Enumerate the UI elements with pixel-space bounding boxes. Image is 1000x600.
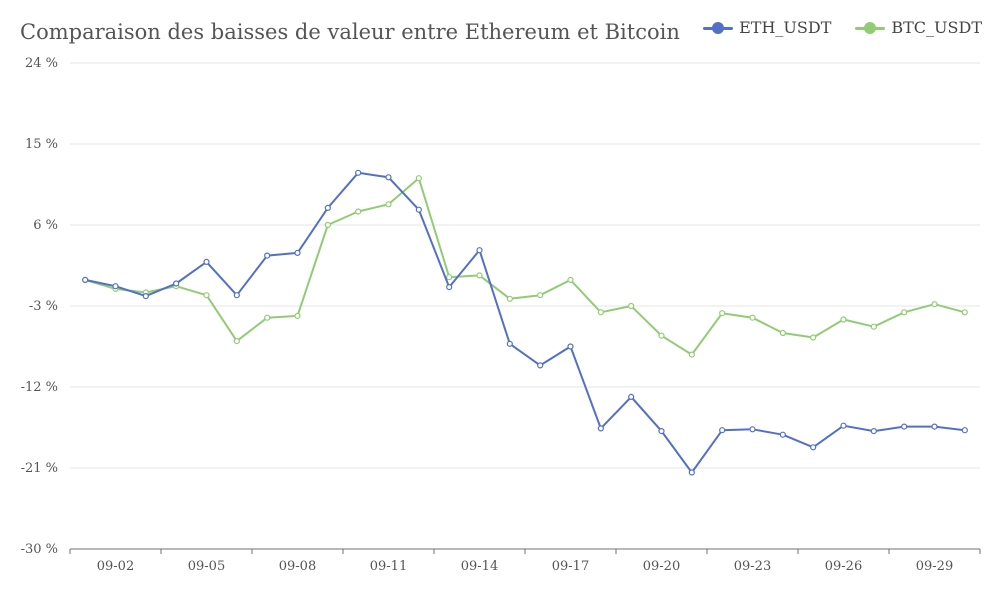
data-point-btc_usdt[interactable] bbox=[870, 323, 877, 330]
legend-swatch-btc bbox=[855, 21, 886, 35]
x-tick-label: 09-26 bbox=[825, 559, 862, 574]
data-point-eth_usdt[interactable] bbox=[810, 444, 817, 451]
data-point-btc_usdt[interactable] bbox=[628, 302, 635, 310]
y-tick-label: -21 % bbox=[21, 461, 58, 476]
x-tick-label: 09-14 bbox=[461, 559, 498, 574]
y-axis: -30 % -21 % -12 % -3 % 6 % 15 % 24 % bbox=[21, 56, 58, 557]
data-point-eth_usdt[interactable] bbox=[901, 423, 908, 430]
data-point-eth_usdt[interactable] bbox=[415, 206, 422, 213]
data-point-eth_usdt[interactable] bbox=[870, 428, 877, 435]
x-tick-label: 09-08 bbox=[279, 559, 316, 574]
series-line-btc_usdt[interactable] bbox=[84, 177, 966, 356]
x-tick-label: 09-23 bbox=[734, 559, 771, 574]
legend-label-btc: BTC_USDT bbox=[891, 18, 982, 37]
data-point-eth_usdt[interactable] bbox=[233, 292, 240, 299]
data-point-btc_usdt[interactable] bbox=[264, 314, 271, 321]
data-point-btc_usdt[interactable] bbox=[688, 351, 695, 358]
data-point-eth_usdt[interactable] bbox=[506, 340, 513, 347]
data-point-btc_usdt[interactable] bbox=[476, 272, 483, 279]
data-point-eth_usdt[interactable] bbox=[749, 426, 756, 433]
data-point-eth_usdt[interactable] bbox=[961, 427, 968, 434]
y-tick-label: 24 % bbox=[25, 56, 58, 71]
y-tick-label: 6 % bbox=[33, 218, 58, 233]
data-point-eth_usdt[interactable] bbox=[931, 423, 938, 430]
data-point-btc_usdt[interactable] bbox=[597, 309, 604, 316]
x-axis: 09-02 09-05 09-08 09-11 09-14 09-17 09-20 09-23… bbox=[69, 548, 981, 574]
data-point-eth_usdt[interactable] bbox=[719, 427, 726, 434]
data-point-btc_usdt[interactable] bbox=[567, 276, 574, 283]
data-point-btc_usdt[interactable] bbox=[810, 334, 817, 341]
legend-item-eth[interactable]: ETH_USDT bbox=[703, 18, 831, 37]
data-point-btc_usdt[interactable] bbox=[931, 301, 938, 308]
data-point-btc_usdt[interactable] bbox=[233, 338, 240, 345]
data-point-eth_usdt[interactable] bbox=[264, 252, 271, 259]
data-point-btc_usdt[interactable] bbox=[355, 208, 362, 215]
data-point-eth_usdt[interactable] bbox=[537, 362, 544, 369]
x-tick-label: 09-05 bbox=[188, 559, 225, 574]
data-point-eth_usdt[interactable] bbox=[567, 343, 574, 350]
data-point-eth_usdt[interactable] bbox=[597, 425, 604, 432]
legend-label-eth: ETH_USDT bbox=[739, 18, 832, 37]
data-point-eth_usdt[interactable] bbox=[688, 469, 695, 476]
data-point-eth_usdt[interactable] bbox=[112, 283, 119, 290]
data-point-eth_usdt[interactable] bbox=[173, 280, 180, 287]
data-point-eth_usdt[interactable] bbox=[142, 293, 149, 300]
y-tick-label: -12 % bbox=[21, 380, 58, 395]
x-tick-label: 09-20 bbox=[643, 559, 680, 574]
legend: ETH_USDT BTC_USDT bbox=[703, 18, 982, 37]
data-point-eth_usdt[interactable] bbox=[82, 276, 89, 283]
data-point-btc_usdt[interactable] bbox=[840, 316, 847, 323]
data-point-btc_usdt[interactable] bbox=[537, 292, 544, 299]
data-point-btc_usdt[interactable] bbox=[446, 274, 453, 281]
data-point-eth_usdt[interactable] bbox=[355, 169, 362, 176]
data-point-btc_usdt[interactable] bbox=[294, 312, 301, 319]
data-point-btc_usdt[interactable] bbox=[779, 329, 786, 337]
data-point-eth_usdt[interactable] bbox=[294, 249, 301, 256]
x-tick-label: 09-02 bbox=[97, 559, 134, 574]
series-line-eth_usdt[interactable] bbox=[84, 171, 965, 474]
data-point-btc_usdt[interactable] bbox=[385, 201, 392, 208]
data-point-eth_usdt[interactable] bbox=[628, 393, 635, 400]
x-tick-label: 09-17 bbox=[552, 559, 589, 574]
data-point-btc_usdt[interactable] bbox=[203, 292, 210, 299]
data-point-btc_usdt[interactable] bbox=[324, 221, 331, 229]
grid-lines bbox=[70, 62, 980, 550]
data-point-eth_usdt[interactable] bbox=[203, 258, 210, 265]
data-point-btc_usdt[interactable] bbox=[506, 295, 513, 302]
chart-title: Comparaison des baisses de valeur entre … bbox=[20, 20, 680, 44]
data-point-btc_usdt[interactable] bbox=[901, 309, 908, 316]
data-point-eth_usdt[interactable] bbox=[385, 174, 392, 181]
data-point-btc_usdt[interactable] bbox=[961, 309, 968, 316]
data-point-btc_usdt[interactable] bbox=[719, 310, 726, 317]
legend-item-btc[interactable]: BTC_USDT bbox=[855, 18, 982, 37]
data-point-eth_usdt[interactable] bbox=[476, 247, 483, 254]
data-point-btc_usdt[interactable] bbox=[658, 332, 665, 339]
data-point-eth_usdt[interactable] bbox=[658, 428, 665, 435]
y-tick-label: -3 % bbox=[29, 299, 58, 314]
data-point-btc_usdt[interactable] bbox=[749, 314, 756, 321]
data-point-eth_usdt[interactable] bbox=[324, 204, 331, 211]
y-tick-label: 15 % bbox=[25, 137, 58, 152]
data-point-eth_usdt[interactable] bbox=[779, 431, 786, 438]
data-point-eth_usdt[interactable] bbox=[840, 422, 847, 429]
x-tick-label: 09-29 bbox=[916, 559, 953, 574]
series-lines bbox=[82, 169, 968, 476]
data-point-btc_usdt[interactable] bbox=[415, 175, 422, 182]
legend-swatch-eth bbox=[703, 21, 734, 35]
x-tick-label: 09-11 bbox=[370, 559, 407, 574]
y-tick-label: -30 % bbox=[21, 542, 58, 557]
data-point-eth_usdt[interactable] bbox=[446, 284, 453, 291]
